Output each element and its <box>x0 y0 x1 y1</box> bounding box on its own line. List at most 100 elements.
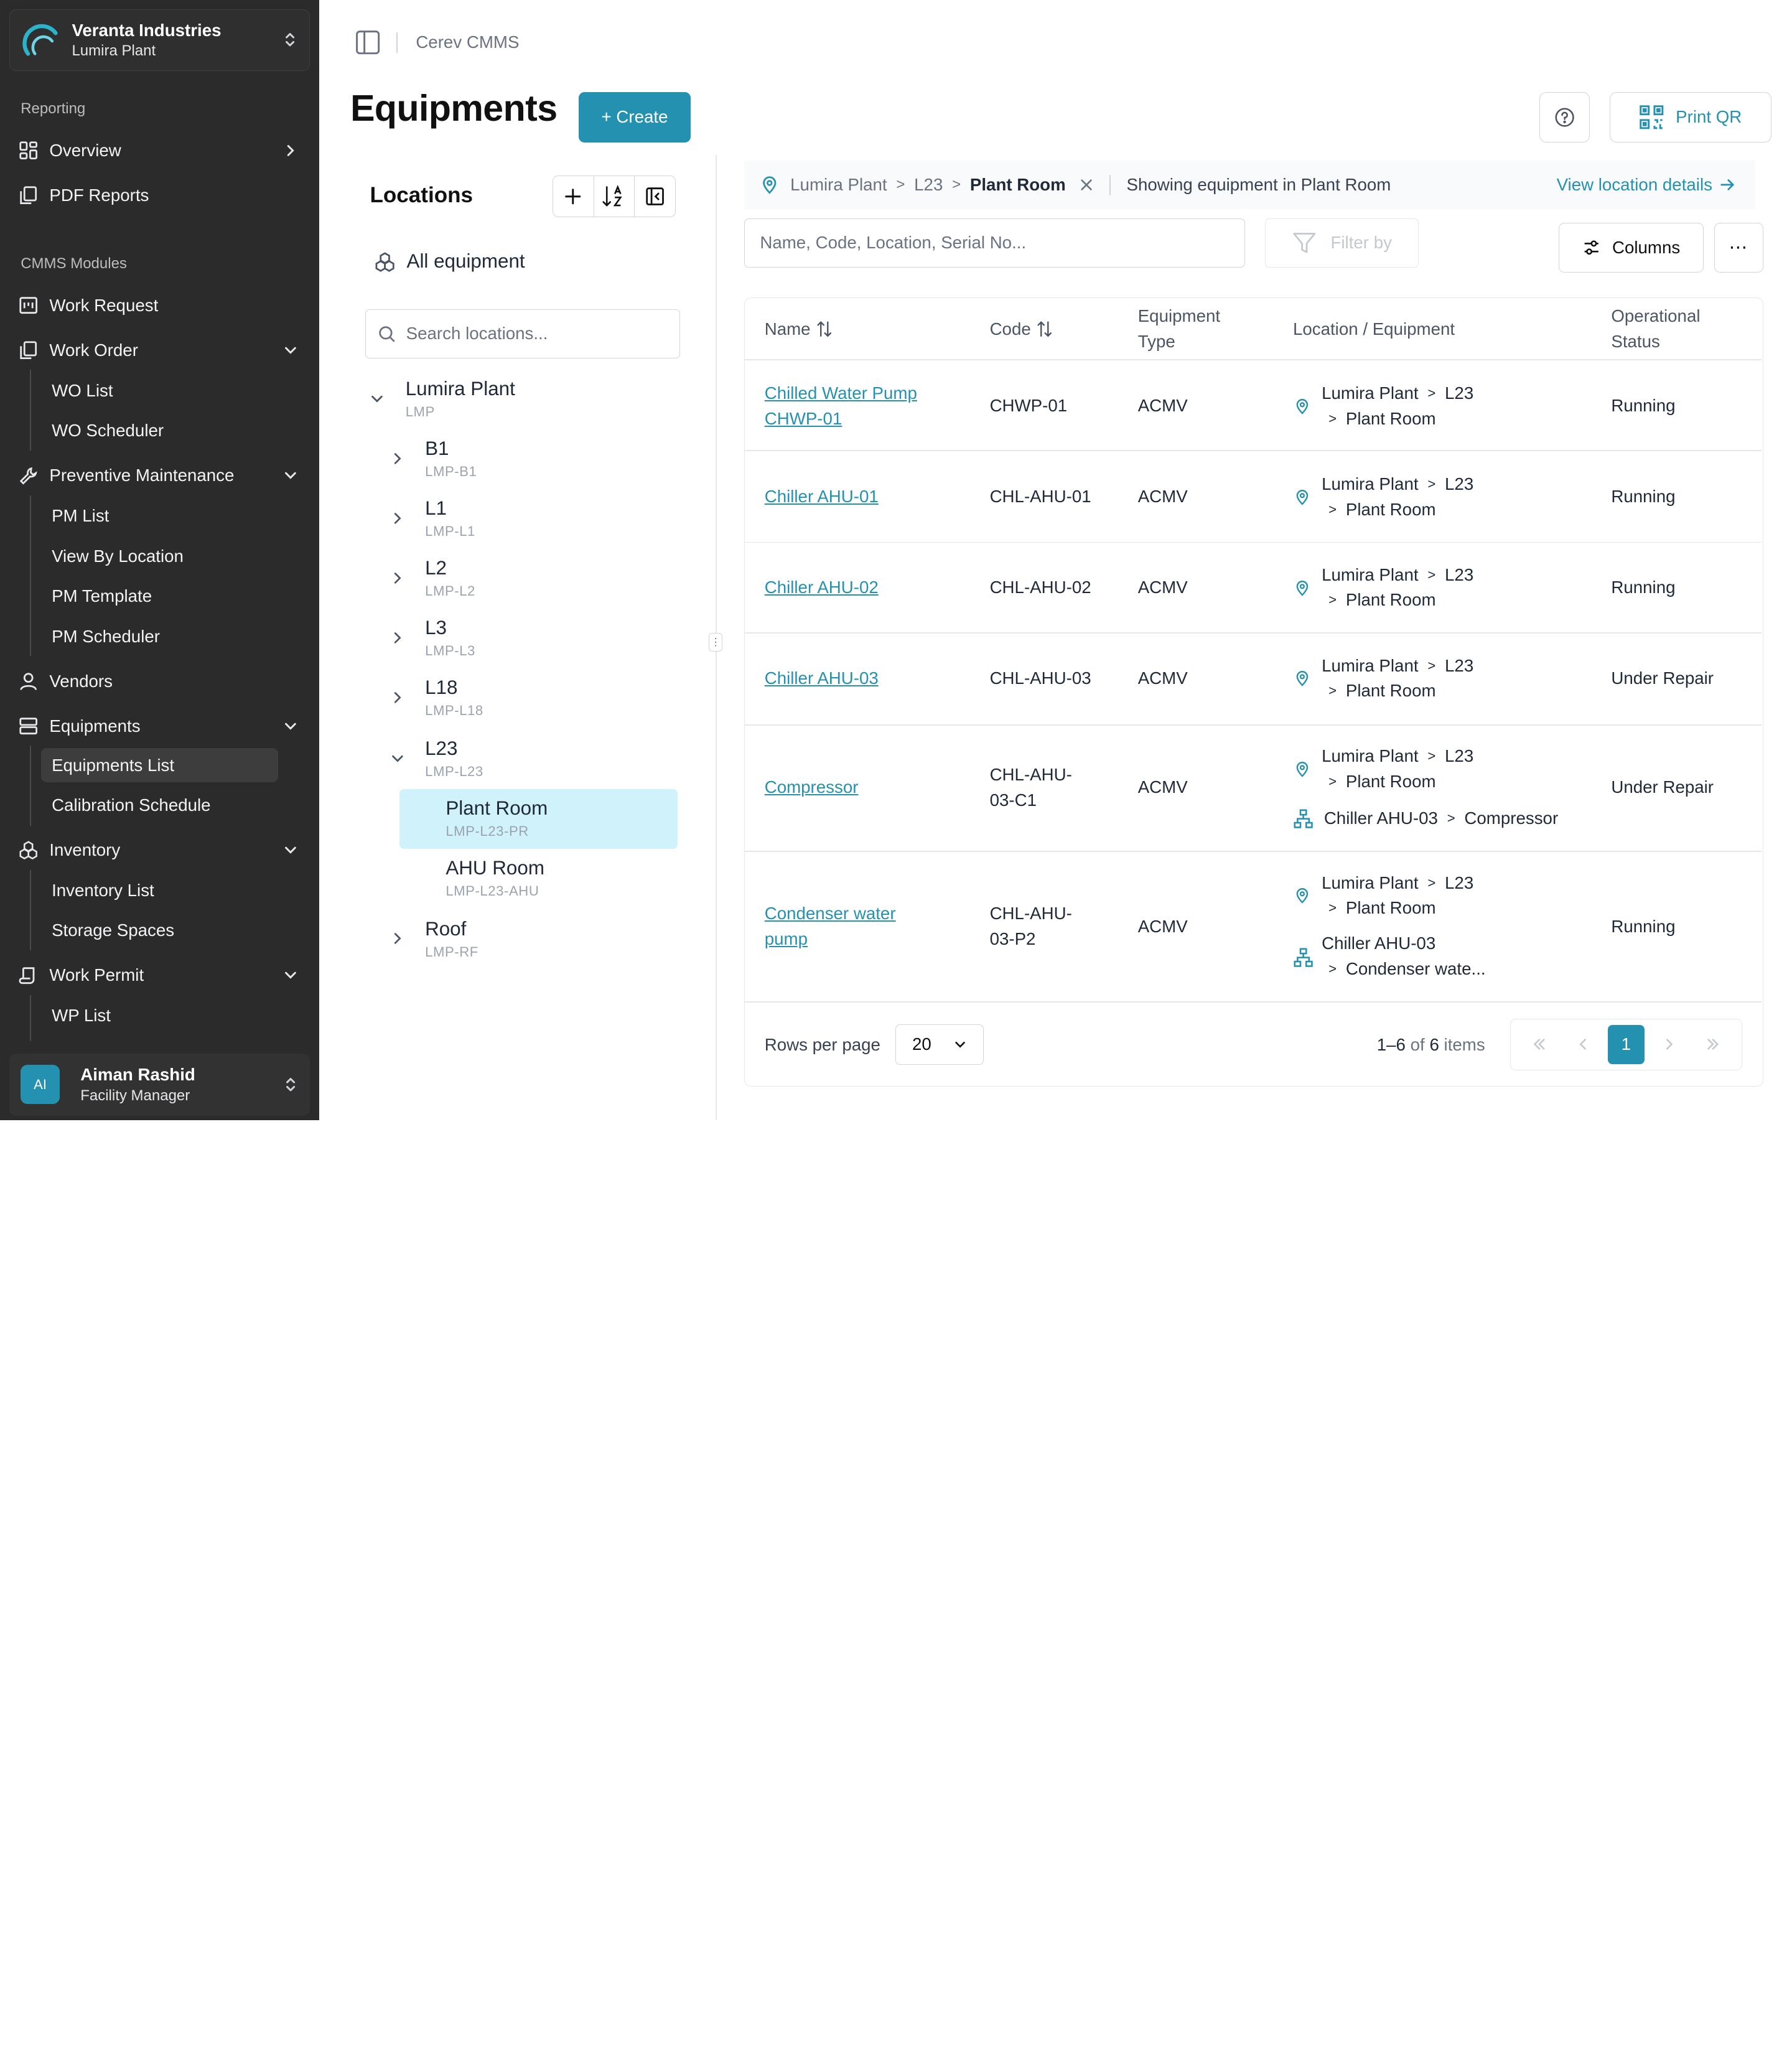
sort-icon <box>1037 321 1052 337</box>
page-button[interactable]: 1 <box>1607 1024 1645 1064</box>
resize-handle-icon[interactable]: ⋮ <box>709 633 723 652</box>
location-room: Plant Room <box>1345 499 1436 519</box>
equipment-search-input[interactable]: Name, Code, Location, Serial No... <box>744 218 1246 268</box>
sidebar-toggle-icon[interactable] <box>354 29 381 56</box>
tree-node-l3[interactable]: L3 LMP-L3 <box>425 617 475 659</box>
user-menu[interactable]: AI Aiman Rashid Facility Manager <box>9 1053 310 1116</box>
chevron-right-icon[interactable] <box>390 570 406 586</box>
previous-page-button[interactable] <box>1564 1025 1601 1064</box>
sidebar-item-wp-list[interactable]: WP List <box>52 1006 111 1026</box>
sidebar-item-label: Equipments <box>49 716 141 736</box>
sidebar-item-inventory[interactable]: Inventory <box>19 833 310 867</box>
sidebar-item-preventive-maintenance[interactable]: Preventive Maintenance <box>19 459 310 493</box>
column-header-name[interactable]: Name <box>765 317 834 342</box>
sidebar-item-pm-list[interactable]: PM List <box>52 505 110 525</box>
tree-node-code: LMP-L1 <box>425 523 475 539</box>
tree-node-ahu-room[interactable]: AHU Room LMP-L23-AHU <box>446 857 544 899</box>
location-search-input[interactable]: Search locations... <box>365 309 680 358</box>
column-header-code[interactable]: Code <box>990 317 1054 342</box>
columns-button[interactable]: Columns <box>1559 223 1704 273</box>
hierarchy-icon <box>1294 809 1313 828</box>
sidebar-item-wo-list[interactable]: WO List <box>52 380 113 400</box>
collapse-panel-button[interactable] <box>635 176 675 216</box>
parent-equipment: Chiller AHU-03 <box>1322 933 1436 953</box>
sidebar-item-work-request[interactable]: Work Request <box>19 288 310 322</box>
sidebar-item-calibration-schedule[interactable]: Calibration Schedule <box>52 795 211 815</box>
chevron-right-icon[interactable] <box>390 930 406 947</box>
chevron-right-icon[interactable] <box>390 451 406 467</box>
tree-node-code: LMP-L23-AHU <box>446 882 539 899</box>
tree-node-l18[interactable]: L18 LMP-L18 <box>425 676 483 719</box>
row-divider <box>745 359 1762 360</box>
location-plant: Lumira Plant <box>1322 873 1419 892</box>
tree-node-b1[interactable]: B1 LMP-B1 <box>425 437 477 480</box>
help-button[interactable] <box>1539 91 1590 143</box>
submenu-guide <box>30 370 31 451</box>
sidebar-item-overview[interactable]: Overview <box>19 133 310 167</box>
sidebar-item-vendors[interactable]: Vendors <box>19 664 310 698</box>
sidebar-item-inventory-list[interactable]: Inventory List <box>52 880 154 900</box>
breadcrumb-plant[interactable]: Lumira Plant <box>790 175 887 195</box>
add-location-button[interactable] <box>553 176 594 217</box>
tree-node-plant-room[interactable]: Plant Room LMP-L23-PR <box>446 797 548 840</box>
chevron-right-icon: > <box>1328 961 1337 977</box>
chevron-right-icon: > <box>1328 410 1337 426</box>
sidebar-item-storage-spaces[interactable]: Storage Spaces <box>52 920 175 940</box>
chevron-down-icon[interactable] <box>390 751 406 767</box>
close-icon[interactable] <box>1080 178 1093 192</box>
tree-node-roof[interactable]: Roof LMP-RF <box>425 918 478 960</box>
equipment-name-line: Chilled Water Pump <box>764 383 917 403</box>
chevron-down-icon <box>285 972 296 980</box>
equipment-name-link[interactable]: Compressor <box>764 777 859 797</box>
equipment-name-link[interactable]: Chilled Water Pump CHWP-01 <box>765 381 917 431</box>
equipment-code: CHL-AHU- 03-P2 <box>990 901 1072 952</box>
equipment-name-link[interactable]: Chiller AHU-02 <box>764 578 879 597</box>
equipment-name-link[interactable]: Chiller AHU-03 <box>764 668 879 688</box>
sidebar-item-pm-scheduler[interactable]: PM Scheduler <box>52 626 160 646</box>
last-page-button[interactable] <box>1694 1025 1731 1064</box>
first-page-button[interactable] <box>1521 1025 1557 1064</box>
sidebar-item-equipments-list[interactable]: Equipments List <box>41 747 278 783</box>
sidebar-item-work-permit[interactable]: Work Permit <box>19 958 310 993</box>
column-header-label: Operational <box>1611 306 1701 326</box>
help-icon <box>1555 108 1574 127</box>
chevron-right-icon[interactable] <box>390 510 406 526</box>
tree-node-code: LMP-L18 <box>425 702 483 718</box>
tree-node-l2[interactable]: L2 LMP-L2 <box>425 557 475 599</box>
breadcrumb-level[interactable]: L23 <box>914 175 943 195</box>
sidebar-item-label: Preventive Maintenance <box>49 466 235 485</box>
all-equipment-link[interactable]: All equipment <box>375 250 525 273</box>
sidebar-item-work-order[interactable]: Work Order <box>19 333 310 367</box>
view-location-details-link[interactable]: View location details <box>1557 175 1735 195</box>
more-options-button[interactable]: ⋯ <box>1714 223 1763 273</box>
next-page-button[interactable] <box>1651 1025 1688 1064</box>
column-header-label: Type <box>1137 331 1175 351</box>
create-button[interactable]: + Create <box>579 91 691 143</box>
sidebar-item-pm-template[interactable]: PM Template <box>52 586 152 606</box>
sidebar-item-equipments[interactable]: Equipments <box>19 709 310 743</box>
tree-node-l23[interactable]: L23 LMP-L23 <box>425 737 483 780</box>
equipment-name-link[interactable]: Condenser water pump <box>765 901 896 952</box>
org-switcher[interactable]: Veranta Industries Lumira Plant <box>9 9 310 72</box>
equipment-name-line: pump <box>764 929 808 949</box>
sort-locations-button[interactable] <box>594 176 635 217</box>
sidebar-item-wo-scheduler[interactable]: WO Scheduler <box>52 421 164 441</box>
chevron-right-icon[interactable] <box>390 630 406 646</box>
chevron-right-icon[interactable] <box>390 690 406 706</box>
sidebar-item-view-by-location[interactable]: View By Location <box>52 546 184 566</box>
print-qr-button[interactable]: Print QR <box>1609 91 1771 143</box>
equipment-table: Name Code Equipment Type Location / Equi… <box>744 297 1763 1087</box>
rows-per-page-select[interactable]: 20 <box>895 1024 984 1065</box>
plus-icon <box>565 189 581 205</box>
sidebar: Veranta Industries Lumira Plant Reportin… <box>0 0 320 1121</box>
filter-button[interactable]: Filter by <box>1264 218 1419 268</box>
user-name: Aiman Rashid <box>80 1064 195 1084</box>
equipment-name-line: Condenser water <box>764 904 896 924</box>
sidebar-item-pdf-reports[interactable]: PDF Reports <box>19 178 310 212</box>
location-breadcrumb-bar <box>744 161 1755 209</box>
chevrons-right-icon <box>1707 1039 1719 1050</box>
tree-node-lumira-plant[interactable]: Lumira Plant LMP <box>406 378 515 420</box>
chevron-down-icon[interactable] <box>369 391 385 407</box>
tree-node-l1[interactable]: L1 LMP-L1 <box>425 497 475 540</box>
equipment-name-link[interactable]: Chiller AHU-01 <box>764 487 879 507</box>
